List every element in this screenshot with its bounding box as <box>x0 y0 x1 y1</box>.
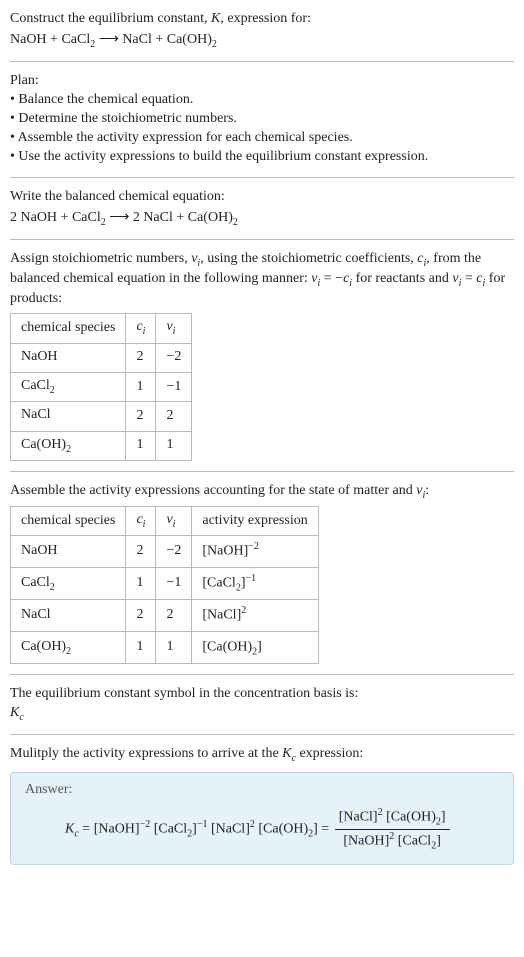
table-row: CaCl21−1 <box>11 372 192 401</box>
activity-intro: Assemble the activity expressions accoun… <box>10 482 514 502</box>
plan-item: • Use the activity expressions to build … <box>10 148 514 167</box>
table-row: NaCl22 <box>11 402 192 431</box>
kc-intro: The equilibrium constant symbol in the c… <box>10 685 514 724</box>
kc-expression: Kc = [NaOH]−2 [CaCl2]−1 [NaCl]2 [Ca(OH)2… <box>25 806 499 853</box>
table-row: CaCl2 1 −1 [CaCl2]−1 <box>11 568 319 600</box>
prompt-text: Construct the equilibrium constant, <box>10 11 211 26</box>
stoich-intro: Assign stoichiometric numbers, νi, using… <box>10 250 514 309</box>
balanced-heading: Write the balanced chemical equation: <box>10 188 514 207</box>
table-row: Ca(OH)211 <box>11 431 192 460</box>
col-nui: νi <box>156 507 192 536</box>
plan-item: • Determine the stoichiometric numbers. <box>10 110 514 129</box>
plan: Plan: • Balance the chemical equation. •… <box>10 72 514 166</box>
table-row: Ca(OH)2 1 1 [Ca(OH)2] <box>11 632 319 664</box>
k-symbol: K <box>211 11 220 26</box>
table-row: NaCl 2 2 [NaCl]2 <box>11 600 319 632</box>
table-row: NaOH2−2 <box>11 343 192 372</box>
plan-heading: Plan: <box>10 72 514 91</box>
activity-table: chemical species ci νi activity expressi… <box>10 506 319 664</box>
stoich-table: chemical species ci νi NaOH2−2 CaCl21−1 … <box>10 313 192 460</box>
col-activity: activity expression <box>192 507 318 536</box>
balanced: Write the balanced chemical equation: 2 … <box>10 188 514 229</box>
col-species: chemical species <box>11 314 126 343</box>
prompt-text2: , expression for: <box>220 11 311 26</box>
plan-item: • Balance the chemical equation. <box>10 91 514 110</box>
prompt: Construct the equilibrium constant, K, e… <box>10 10 514 51</box>
col-ci: ci <box>126 314 156 343</box>
col-ci: ci <box>126 507 156 536</box>
balanced-equation: 2 NaOH + CaCl2 ⟶ 2 NaCl + Ca(OH)2 <box>10 209 514 229</box>
unbalanced-equation: NaOH + CaCl2 ⟶ NaCl + Ca(OH)2 <box>10 31 514 51</box>
col-species: chemical species <box>11 507 126 536</box>
table-row: NaOH 2 −2 [NaOH]−2 <box>11 536 319 568</box>
plan-item: • Assemble the activity expression for e… <box>10 129 514 148</box>
answer-box: Answer: Kc = [NaOH]−2 [CaCl2]−1 [NaCl]2 … <box>10 772 514 866</box>
answer-label: Answer: <box>25 781 499 800</box>
multiply-intro: Mulitply the activity expressions to arr… <box>10 745 514 765</box>
col-nui: νi <box>156 314 192 343</box>
